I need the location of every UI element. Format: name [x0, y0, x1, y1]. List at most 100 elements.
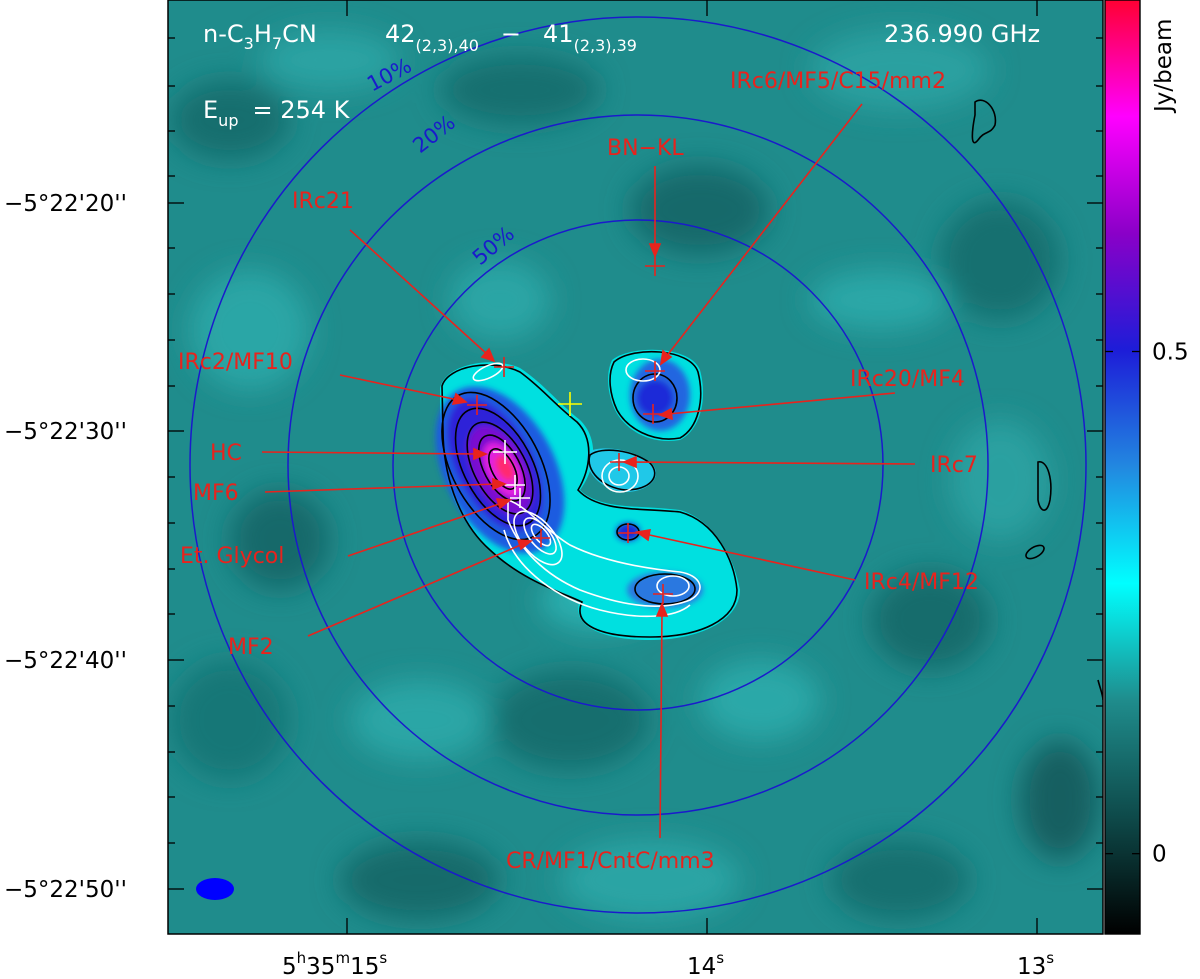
emission-blue-south — [627, 572, 703, 608]
arrow-irc4 — [644, 533, 856, 581]
arrow-hc — [261, 451, 479, 455]
x-tick-label-1: 5h35m15s — [282, 949, 387, 979]
colorbar-frame — [1104, 0, 1141, 935]
arrow-irc2 — [339, 374, 459, 401]
colorbar-ticks: 0.50 — [1105, 340, 1189, 868]
emission-dark-blob-1 — [637, 380, 673, 416]
arrow-mf6 — [264, 483, 498, 493]
species-sub1: 3 — [244, 34, 254, 53]
marker-irc4 — [618, 523, 638, 543]
y-tick-label-4: −5°22'50'' — [4, 877, 127, 903]
contour-west-4 — [466, 421, 534, 515]
eup-symbol: E — [203, 96, 218, 124]
arrow-glycol — [347, 502, 503, 557]
label-irc4: IRc4/MF12 — [864, 570, 979, 595]
transition-title: n-C3H7CN — [203, 20, 317, 53]
center-cross-marker — [558, 392, 582, 416]
marker-glycol — [510, 488, 530, 508]
white-contour-8 — [507, 498, 701, 607]
label-irc2: IRc2/MF10 — [178, 350, 293, 375]
label-irc6: IRc6/MF5/C15/mm2 — [730, 69, 946, 94]
map-header: n-C3H7CN 42(2,3),40 −41(2,3),39 236.990 G… — [203, 20, 1040, 130]
x-axis: 5h35m15s 14s 13s — [282, 949, 1054, 979]
species-main: n-C — [203, 20, 244, 48]
lower-level: 41 — [543, 20, 574, 48]
colorbar: 0.50 Jy/beam — [1104, 0, 1189, 935]
y-tick-label-2: −5°22'30'' — [4, 419, 127, 445]
arrow-irc21 — [349, 229, 489, 356]
upper-level-sub: (2,3),40 — [416, 36, 479, 55]
emission-peak — [495, 455, 515, 481]
white-contours — [472, 358, 701, 618]
upper-level: 42 — [385, 20, 416, 48]
marker-irc2 — [467, 395, 487, 415]
y-tick-label-3: −5°22'40'' — [4, 648, 127, 674]
arrow-cr — [659, 611, 663, 839]
map-panel: 10% 20% 50% — [168, 0, 1103, 934]
white-contour-7 — [530, 523, 552, 547]
label-mf2: MF2 — [228, 635, 274, 660]
arrow-mf2 — [307, 543, 524, 637]
white-contour-10 — [656, 575, 690, 597]
transition-dash: − — [501, 20, 521, 48]
marker-irc20 — [643, 404, 663, 424]
y-tick-label-1: −5°22'20'' — [4, 191, 127, 217]
species-sub2: 7 — [272, 34, 282, 53]
white-contour-1 — [472, 362, 504, 382]
contour-mid — [588, 449, 656, 491]
marker-irc21 — [494, 357, 514, 377]
arrow-irc6 — [665, 103, 863, 358]
marker-mf2 — [532, 529, 550, 547]
contour-west-3 — [454, 407, 542, 527]
label-hc: HC — [210, 441, 242, 466]
contour-edge-1 — [971, 99, 997, 144]
label-bnkl: BN−KL — [607, 136, 684, 161]
eup-value: = 254 K — [252, 96, 350, 124]
lower-level-sub: (2,3),39 — [574, 36, 637, 55]
upper-energy-label: Eup = 254 K — [203, 96, 351, 130]
source-markers — [467, 256, 673, 604]
frequency-label: 236.990 GHz — [884, 20, 1040, 48]
marker-irc6 — [645, 361, 665, 381]
contour-edge-3 — [1025, 544, 1045, 560]
label-irc21: IRc21 — [292, 189, 354, 214]
arrow-irc20 — [667, 392, 896, 415]
arrow-irc7 — [631, 461, 916, 465]
species-mid: H — [254, 20, 272, 48]
white-contour-5 — [513, 510, 563, 566]
label-glycol: Et. Glycol — [180, 544, 284, 569]
colorbar-scale — [1105, 0, 1140, 934]
contour-west-5 — [478, 434, 526, 502]
colorbar-label: Jy/beam — [1151, 19, 1177, 114]
marker-hc — [493, 440, 517, 464]
primary-beam-20 — [287, 114, 989, 816]
colorbar-tick-label-0: 0.5 — [1152, 340, 1189, 366]
marker-cr — [653, 584, 673, 604]
x-tick-label-3: 13s — [1017, 949, 1054, 979]
x-tick-label-2: 14s — [687, 949, 724, 979]
eup-sub: up — [218, 111, 238, 130]
minor-ticks — [168, 0, 1103, 934]
label-arrows — [261, 103, 916, 839]
transition-levels: 42(2,3),40 −41(2,3),39 — [385, 20, 637, 55]
label-cr: CR/MF1/CntC/mm3 — [506, 849, 715, 874]
colorbar-tick-label-1: 0 — [1152, 842, 1167, 868]
label-irc7: IRc7 — [930, 453, 978, 478]
y-axis: −5°22'20'' −5°22'30'' −5°22'40'' −5°22'5… — [4, 191, 127, 903]
primary-beam-circles — [189, 16, 1087, 914]
plot-frame — [167, 0, 1104, 935]
primary-beam-10 — [189, 16, 1087, 914]
species-end: CN — [282, 20, 317, 48]
marker-bnkl — [645, 256, 665, 276]
primary-beam-50 — [392, 219, 884, 711]
contour-south-2 — [634, 573, 696, 605]
emission-cyan-mid — [586, 448, 656, 492]
marker-mf6 — [505, 475, 525, 495]
label-irc20: IRc20/MF4 — [850, 367, 965, 392]
label-mf6: MF6 — [193, 481, 239, 506]
contour-edge-2 — [1037, 461, 1052, 511]
white-contour-3 — [601, 459, 639, 493]
contour-outer-west — [441, 364, 738, 638]
white-contour-2 — [625, 358, 661, 382]
